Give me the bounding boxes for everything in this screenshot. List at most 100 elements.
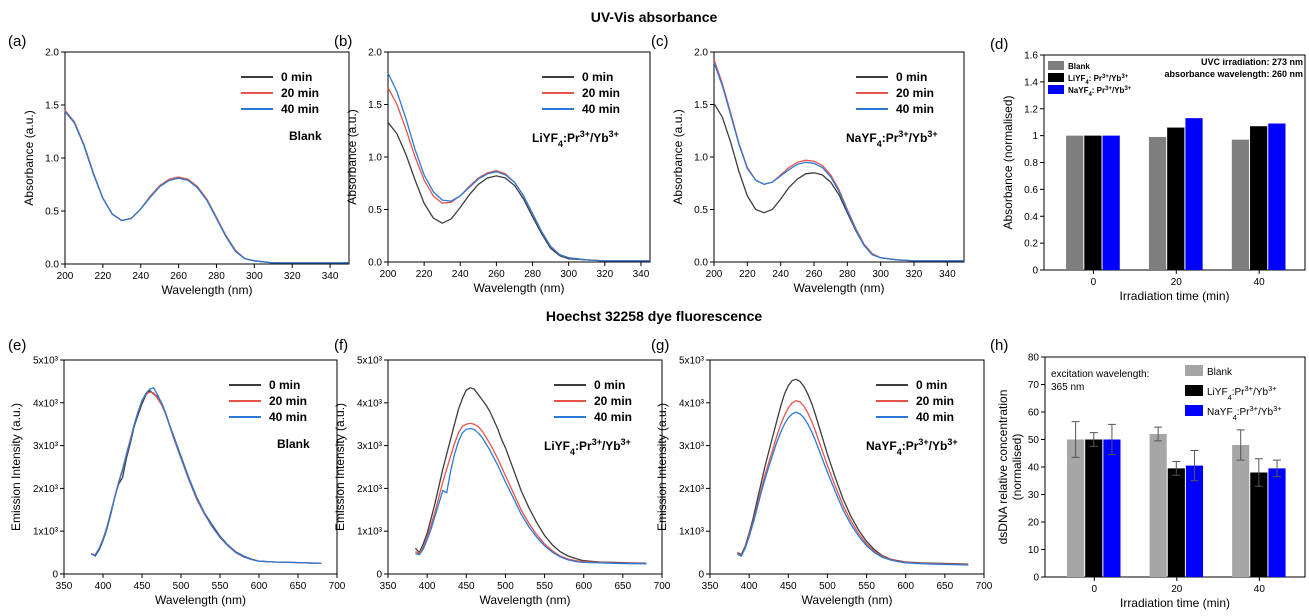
y-axis-label: Absorbance (a.u.) <box>22 110 36 205</box>
x-tick-label: 350 <box>56 581 73 592</box>
bar-LiYF4-0 <box>1085 439 1103 577</box>
x-tick-label: 320 <box>284 271 301 282</box>
y-tick-label: 2x10³ <box>679 484 705 495</box>
y-tick-label: 0 <box>52 570 58 581</box>
bar-NaYF4-40 <box>1268 468 1286 577</box>
y-tick-label: 4x10³ <box>357 398 383 409</box>
panel-d: (d) 0 0.2 0.4 0.6 0.8 1 1.2 1.4 1.6 Absorbance (no… <box>990 36 1306 303</box>
bar-NaYF4-20 <box>1185 465 1204 577</box>
x-tick-label: 20 <box>1171 277 1183 288</box>
x-tick-label: 280 <box>524 269 541 280</box>
y-tick-label: 3x10³ <box>357 441 383 452</box>
x-tick-label: 700 <box>329 581 346 592</box>
y-tick-label: 4x10³ <box>33 398 59 409</box>
panel-f: (f) 0 1x10³ 2x10³ 3x10³ 4x10³ 5x10³ Emission In… <box>333 337 671 607</box>
x-tick-label: 20 <box>1171 584 1183 595</box>
y-tick-label: 0.4 <box>1024 212 1038 223</box>
y-tick-label: 20 <box>1028 518 1040 529</box>
x-tick-label: 240 <box>772 269 789 280</box>
x-axis-label: Wavelength (nm) <box>474 281 565 295</box>
series-line-20-min <box>737 399 969 566</box>
plot-frame <box>387 359 663 575</box>
x-tick-label: 260 <box>170 271 187 282</box>
x-tick-label: 280 <box>839 269 856 280</box>
section-title-uvvis: UV-Vis absorbance <box>591 9 718 25</box>
bar-Blank-0 <box>1066 135 1084 270</box>
y-axis-label: Absorbance (normalised) <box>1001 95 1015 229</box>
series-line-0-min <box>387 121 650 262</box>
y-tick-label: 0 <box>1032 266 1038 277</box>
y-tick-label: 1x10³ <box>33 527 59 538</box>
legend-entry: 40 min <box>281 102 319 116</box>
x-tick-label: 600 <box>897 581 914 592</box>
y-tick-label: 1.0 <box>368 153 382 164</box>
panel-a: (a) 0.0 0.5 1.0 1.5 2.0 Absorbance (a.u.) Wavel… <box>8 33 350 297</box>
y-tick-label: 0 <box>698 570 704 581</box>
x-tick-label: 400 <box>741 581 758 592</box>
y-axis-label: Absorbance (a.u.) <box>671 109 685 204</box>
y-tick-label: 2x10³ <box>33 484 59 495</box>
y-tick-label: 70 <box>1028 380 1040 391</box>
y-tick-label: 4x10³ <box>679 398 705 409</box>
legend-entry: 40 min <box>896 102 934 116</box>
x-tick-label: 400 <box>419 581 436 592</box>
legend-swatch <box>1048 85 1064 94</box>
x-tick-label: 500 <box>819 581 836 592</box>
panel-label: (h) <box>990 337 1008 354</box>
x-tick-label: 600 <box>575 581 592 592</box>
bar-Blank-40 <box>1231 139 1250 270</box>
legend-swatch <box>1185 365 1203 376</box>
y-tick-label: 1x10³ <box>357 527 383 538</box>
y-tick-label: 0.2 <box>1024 239 1038 250</box>
annotation-text: 365 nm <box>1051 382 1084 393</box>
y-tick-label: 1.5 <box>45 101 59 112</box>
annotation-text: UVC irradiation: 273 nm <box>1201 57 1303 67</box>
x-tick-label: 400 <box>95 581 112 592</box>
legend-swatch <box>1185 385 1203 396</box>
legend-entry: Blank <box>1068 62 1090 71</box>
x-axis-label: Wavelength (nm) <box>802 593 893 607</box>
panel-c: (c) 0.0 0.5 1.0 1.5 2.0 Absorbance (a.u.) Wavel… <box>651 33 965 295</box>
y-tick-label: 2x10³ <box>357 484 383 495</box>
y-tick-label: 0.5 <box>45 207 59 218</box>
bar-Blank-20 <box>1148 136 1167 270</box>
y-tick-label: 50 <box>1028 435 1040 446</box>
x-tick-label: 350 <box>380 581 397 592</box>
x-tick-label: 40 <box>1254 277 1266 288</box>
y-tick-label: 0 <box>1033 573 1039 584</box>
x-tick-label: 0 <box>1091 584 1097 595</box>
x-axis-label: Wavelength (nm) <box>480 593 571 607</box>
x-tick-label: 220 <box>95 271 112 282</box>
annotation-text: absorbance wavelength: 260 nm <box>1164 69 1303 79</box>
x-tick-label: 300 <box>560 269 577 280</box>
bar-LiYF4-40 <box>1250 126 1268 270</box>
y-tick-label: 80 <box>1028 353 1040 364</box>
legend-swatch <box>1048 61 1064 70</box>
x-tick-label: 700 <box>976 581 993 592</box>
sample-annotation: LiYF4:Pr3+/Yb3+ <box>544 437 631 457</box>
x-tick-label: 600 <box>251 581 268 592</box>
y-tick-label: 5x10³ <box>33 356 59 367</box>
series-line-40-min <box>64 110 349 264</box>
panel-label: (c) <box>651 33 669 50</box>
x-tick-label: 280 <box>208 271 225 282</box>
x-tick-label: 550 <box>212 581 229 592</box>
y-tick-label: 1x10³ <box>679 527 705 538</box>
plot-frame <box>63 359 338 575</box>
y-tick-label: 1.6 <box>1024 51 1038 62</box>
legend-entry: 20 min <box>582 86 620 100</box>
series-line-40-min <box>737 411 969 566</box>
legend-entry: 0 min <box>269 378 300 392</box>
legend-entry: 0 min <box>896 70 927 84</box>
series-line-0-min <box>713 103 964 262</box>
x-tick-label: 200 <box>57 271 74 282</box>
bar-NaYF4-0 <box>1103 439 1121 577</box>
y-tick-label: 0.8 <box>1024 158 1038 169</box>
legend-entry: 0 min <box>916 378 947 392</box>
legend-entry: 40 min <box>916 410 954 424</box>
y-tick-label: 1.5 <box>694 100 708 111</box>
x-axis-label: Wavelength (nm) <box>155 593 246 607</box>
series-line-40-min <box>415 427 647 565</box>
panel-e: (e) 0 1x10³ 2x10³ 3x10³ 4x10³ 5x10³ Emission In… <box>8 337 346 607</box>
bar-NaYF4-0 <box>1102 135 1120 270</box>
